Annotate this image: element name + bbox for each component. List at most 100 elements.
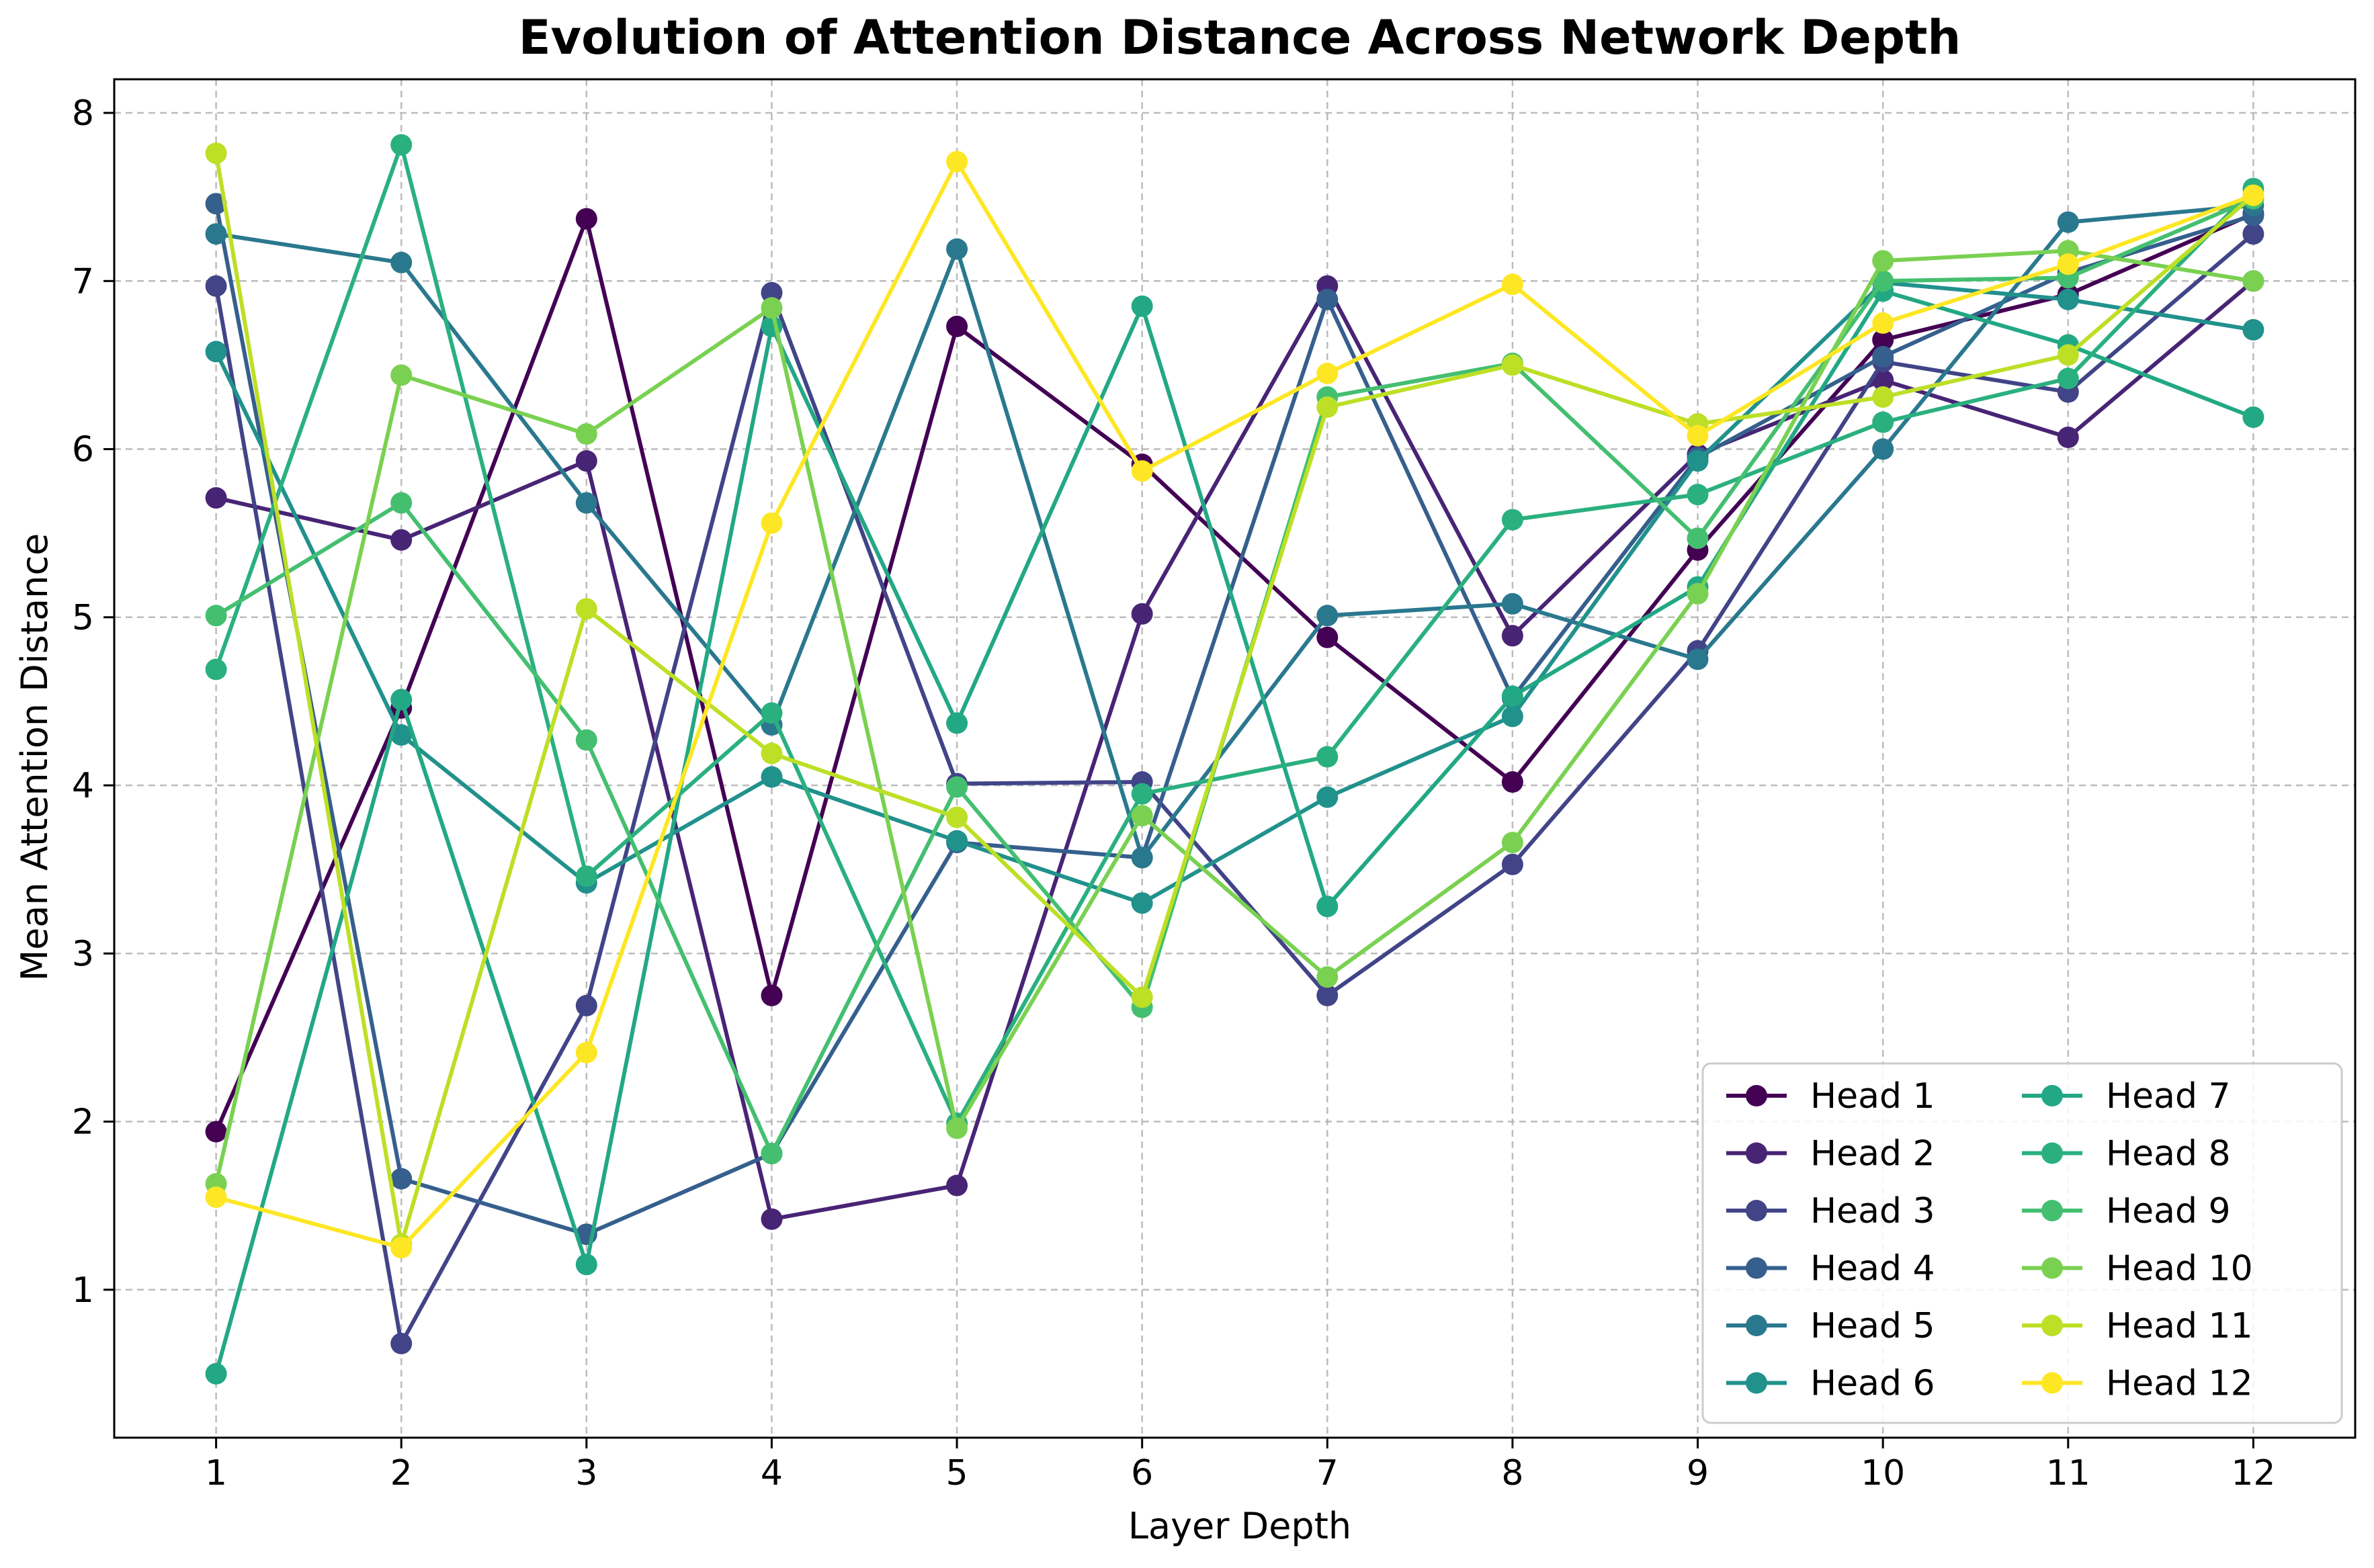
data-point xyxy=(1501,832,1523,854)
legend-item: Head 11 xyxy=(2022,1306,2253,1346)
legend-item: Head 2 xyxy=(1726,1134,1935,1174)
y-tick-label: 2 xyxy=(72,1102,94,1143)
data-point xyxy=(761,512,783,534)
legend-marker xyxy=(1746,1372,1767,1394)
legend-label: Head 7 xyxy=(2106,1076,2231,1117)
data-point xyxy=(1316,288,1339,310)
data-point xyxy=(946,712,968,734)
x-tick-label: 11 xyxy=(2046,1453,2090,1493)
data-point xyxy=(946,315,968,337)
data-point xyxy=(946,1117,968,1139)
data-point xyxy=(1687,527,1709,550)
data-point xyxy=(761,702,783,724)
data-point xyxy=(575,1254,597,1276)
data-point xyxy=(205,275,227,297)
data-point xyxy=(1501,593,1523,615)
data-point xyxy=(2242,318,2264,341)
data-point xyxy=(575,492,597,514)
legend-marker xyxy=(2041,1257,2063,1279)
data-point xyxy=(205,193,227,215)
y-tick-label: 5 xyxy=(72,598,94,638)
series-12 xyxy=(205,150,2264,1259)
data-point xyxy=(390,529,413,551)
y-tick-label: 8 xyxy=(72,93,94,134)
series-1 xyxy=(205,203,2264,1143)
data-point xyxy=(1501,853,1523,875)
series-line xyxy=(214,212,2254,1133)
data-point xyxy=(1872,312,1894,334)
data-point xyxy=(946,238,968,260)
legend-item: Head 4 xyxy=(1726,1249,1935,1289)
legend-item: Head 1 xyxy=(1726,1076,1935,1117)
legend-label: Head 4 xyxy=(1810,1249,1935,1289)
data-point xyxy=(1131,805,1153,827)
data-point xyxy=(2057,288,2079,310)
series-8 xyxy=(205,134,2264,1134)
x-tick-label: 1 xyxy=(205,1453,227,1493)
data-point xyxy=(1872,329,1894,351)
data-point xyxy=(1872,369,1894,391)
data-point xyxy=(1131,846,1153,869)
series-line xyxy=(216,203,2254,860)
data-point xyxy=(1501,273,1523,296)
data-point xyxy=(761,281,783,304)
legend-item: Head 8 xyxy=(2022,1134,2231,1174)
data-point xyxy=(2242,270,2264,292)
data-point xyxy=(205,142,227,165)
data-point xyxy=(761,984,783,1006)
data-point xyxy=(1687,582,1709,605)
data-point xyxy=(2057,367,2079,390)
legend-item: Head 9 xyxy=(2022,1191,2231,1231)
series-line xyxy=(214,203,2254,1237)
x-tick-label: 5 xyxy=(946,1453,968,1493)
series-line xyxy=(214,289,2254,1375)
data-point xyxy=(1316,896,1339,918)
legend-marker xyxy=(1746,1257,1767,1279)
legend-label: Head 6 xyxy=(1810,1364,1935,1404)
legend-marker xyxy=(1746,1200,1767,1221)
data-point xyxy=(390,492,413,514)
data-point xyxy=(1501,625,1523,647)
x-axis-label: Layer Depth xyxy=(1128,1505,1351,1547)
data-point xyxy=(946,1174,968,1196)
data-point xyxy=(390,251,413,273)
legend-marker xyxy=(1746,1315,1767,1336)
data-point xyxy=(1131,295,1153,317)
data-point xyxy=(205,605,227,627)
data-point xyxy=(575,994,597,1016)
legend-label: Head 2 xyxy=(1810,1134,1935,1174)
legend-item: Head 5 xyxy=(1726,1306,1935,1346)
data-point xyxy=(2057,211,2079,233)
data-point xyxy=(1872,411,1894,433)
legend-marker xyxy=(1746,1142,1767,1164)
data-point xyxy=(390,1332,413,1354)
legend-marker xyxy=(2041,1200,2063,1221)
x-tick-label: 9 xyxy=(1687,1453,1709,1493)
y-axis-label: Mean Attention Distance xyxy=(13,533,56,982)
data-point xyxy=(1131,986,1153,1008)
data-point xyxy=(575,729,597,751)
data-point xyxy=(1687,450,1709,472)
chart-title: Evolution of Attention Distance Across N… xyxy=(519,10,1961,65)
data-point xyxy=(946,830,968,852)
legend-marker xyxy=(2041,1142,2063,1164)
data-point xyxy=(2242,184,2264,206)
data-point xyxy=(575,450,597,472)
legend-item: Head 10 xyxy=(2022,1249,2253,1289)
data-point xyxy=(205,223,227,245)
data-point xyxy=(1131,603,1153,625)
data-point xyxy=(1316,966,1339,988)
data-point xyxy=(1316,605,1339,627)
data-point xyxy=(2242,406,2264,428)
data-point xyxy=(1872,386,1894,408)
legend-box xyxy=(1701,1062,2343,1424)
data-point xyxy=(1501,354,1523,376)
data-point xyxy=(575,423,597,445)
x-tick-label: 10 xyxy=(1861,1453,1905,1493)
data-point xyxy=(390,689,413,711)
data-point xyxy=(575,1041,597,1063)
data-point xyxy=(761,1208,783,1230)
data-point xyxy=(761,1143,783,1165)
series-line xyxy=(215,159,2254,1250)
